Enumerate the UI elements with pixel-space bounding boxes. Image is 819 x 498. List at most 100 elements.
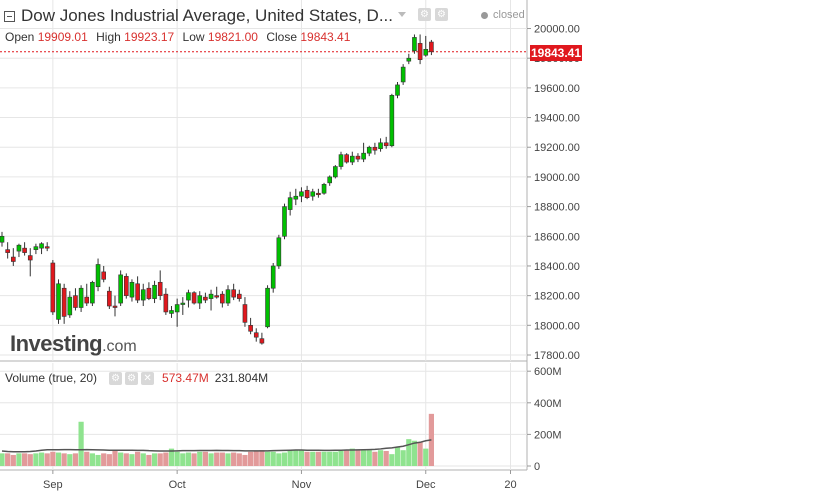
volume-bar <box>61 453 67 466</box>
volume-bar <box>344 450 350 466</box>
volume-bar <box>197 451 203 466</box>
volume-bar <box>16 453 22 466</box>
close-value: 19843.41 <box>300 30 351 44</box>
settings-icon[interactable]: ⚙ <box>125 371 139 385</box>
candle-body <box>67 296 73 316</box>
volume-bar <box>248 451 254 466</box>
volume-bar <box>349 448 355 466</box>
volume-bar <box>146 454 152 466</box>
logo-brand: Investing <box>10 331 103 356</box>
candle-body <box>321 184 327 194</box>
volume-bar <box>10 454 16 466</box>
volume-bar <box>389 454 395 466</box>
candle-body <box>333 166 338 178</box>
volume-bar <box>411 440 418 466</box>
settings-icon[interactable]: ⚙ <box>418 8 431 21</box>
close-icon[interactable]: ✕ <box>141 371 155 385</box>
volume-bar <box>264 451 271 466</box>
volume-bar <box>27 454 33 466</box>
price-tick-label: 19600.00 <box>534 83 580 95</box>
volume-bar <box>315 451 321 466</box>
candle-body <box>366 146 372 154</box>
volume-bar <box>355 449 361 466</box>
volume-bar <box>231 452 237 466</box>
volume-bar <box>55 452 62 466</box>
eye-icon[interactable]: ⚙ <box>109 371 123 385</box>
volume-bar <box>118 452 124 466</box>
candle-body <box>135 283 140 301</box>
candle-body <box>107 290 112 307</box>
price-tick-label: 18800.00 <box>534 202 580 214</box>
collapse-icon[interactable] <box>4 10 15 22</box>
volume-bar <box>95 454 101 466</box>
volume-bar <box>372 451 378 466</box>
volume-bar <box>276 453 282 466</box>
candle-body <box>186 292 191 301</box>
volume-bar <box>140 453 146 466</box>
candle-body <box>355 155 361 160</box>
candle-body <box>118 274 123 304</box>
price-tick-label: 19400.00 <box>534 113 580 125</box>
candle-body <box>299 191 304 197</box>
status-dot-icon <box>481 11 488 19</box>
volume-bar <box>242 454 248 466</box>
volume-bar <box>84 451 90 466</box>
volume-bar <box>168 448 175 466</box>
candle-body <box>174 304 180 313</box>
candle-body <box>287 197 293 210</box>
logo-suffix: .com <box>102 338 137 355</box>
volume-bar <box>106 454 112 466</box>
candle-body <box>259 338 265 344</box>
volume-bar <box>0 453 5 466</box>
candle-body <box>152 284 157 299</box>
low-label: Low <box>182 30 205 44</box>
candle-body <box>406 57 412 62</box>
candle-body <box>293 195 299 200</box>
candle-body <box>208 293 214 299</box>
last-price-badge: 19843.41 <box>530 45 582 61</box>
volume-bar <box>135 451 141 466</box>
volume-bar <box>293 450 299 466</box>
volume-bar <box>163 452 169 466</box>
candle-body <box>225 289 231 304</box>
volume-tick-label: 400M <box>534 398 562 410</box>
volume-bar <box>191 453 197 466</box>
candle-body <box>395 84 400 96</box>
candle-body <box>5 249 10 253</box>
volume-tick-label: 600M <box>534 366 562 378</box>
candle-body <box>304 189 310 198</box>
ohlc-readout: Open 19909.01 High 19923.17 Low 19821.00… <box>5 30 355 44</box>
candle-body <box>231 289 236 298</box>
candle-body <box>90 281 95 304</box>
price-tick-label: 19000.00 <box>534 172 580 184</box>
volume-bar <box>406 439 412 466</box>
x-tick-label: 20 <box>504 479 516 491</box>
volume-bar <box>123 453 129 466</box>
volume-bar <box>236 453 242 466</box>
volume-bar <box>112 450 118 466</box>
volume-bar <box>67 454 73 466</box>
volume-bar <box>321 451 327 466</box>
candle-body <box>316 192 321 196</box>
chevron-down-icon[interactable] <box>398 12 406 17</box>
candle-body <box>78 287 84 308</box>
candle-body <box>140 289 146 301</box>
candle-body <box>338 154 344 167</box>
candle-body <box>423 48 429 56</box>
chart-header: Dow Jones Industrial Average, United Sta… <box>4 4 393 28</box>
candle-body <box>16 244 22 252</box>
volume-bar <box>89 453 95 466</box>
volume-bar <box>332 451 338 466</box>
volume-header: Volume (true, 20) ⚙ ⚙ ✕ 573.47M 231.804M <box>5 371 268 385</box>
chart-title: Dow Jones Industrial Average, United Sta… <box>21 6 393 25</box>
gear-icon[interactable]: ⚙ <box>435 8 448 21</box>
volume-bar <box>327 451 333 466</box>
candle-body <box>253 332 259 338</box>
candle-body <box>157 281 163 296</box>
candle-body <box>265 287 270 328</box>
volume-bar <box>33 453 39 466</box>
candle-body <box>146 287 152 299</box>
candle-body <box>22 247 27 253</box>
